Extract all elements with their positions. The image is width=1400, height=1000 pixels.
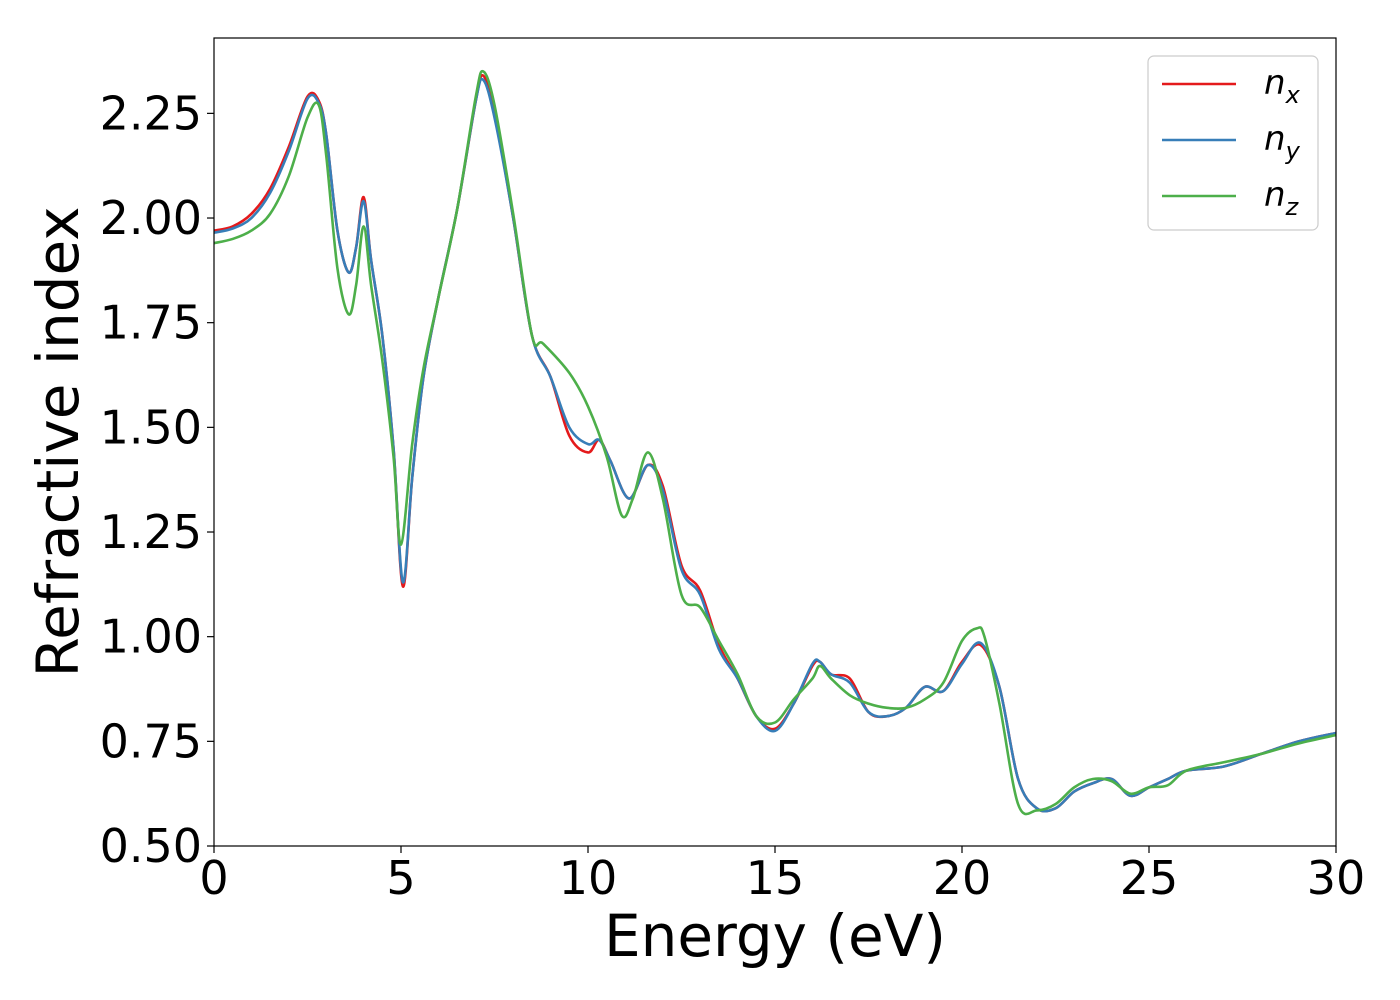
legend: nx ny nz — [1147, 55, 1319, 231]
y-tick-label: 1.50 — [100, 400, 202, 454]
x-tick-label: 25 — [1120, 851, 1179, 905]
x-tick-label: 0 — [199, 851, 228, 905]
x-tick-label: 10 — [559, 851, 618, 905]
y-tick-label: 0.50 — [100, 819, 202, 873]
legend-label-y: ny — [1264, 119, 1301, 165]
x-tick-label: 20 — [933, 851, 992, 905]
y-tick-label: 1.25 — [100, 505, 202, 559]
x-tick-label: 5 — [386, 851, 415, 905]
series-layer — [214, 69, 1336, 816]
series-line-z — [214, 69, 1336, 816]
y-tick-label: 0.75 — [100, 714, 202, 768]
y-tick-label: 1.75 — [100, 296, 202, 350]
y-tick-label: 2.00 — [100, 191, 202, 245]
ticks-layer: 0 5 10 15 20 25 30 0.50 0.75 1.00 1.25 1.50 1.75 2.00… — [100, 86, 1366, 905]
series-line-y — [214, 77, 1336, 813]
x-axis-title: Energy (eV) — [604, 902, 946, 970]
y-tick-label: 1.00 — [100, 610, 202, 664]
legend-label-z: nz — [1264, 175, 1300, 221]
y-axis-title: Refractive index — [24, 206, 92, 677]
legend-box — [1147, 55, 1319, 231]
legend-label-x: nx — [1264, 63, 1301, 109]
x-tick-label: 15 — [746, 851, 805, 905]
y-tick-label: 2.25 — [100, 86, 202, 140]
x-tick-label: 30 — [1307, 851, 1366, 905]
